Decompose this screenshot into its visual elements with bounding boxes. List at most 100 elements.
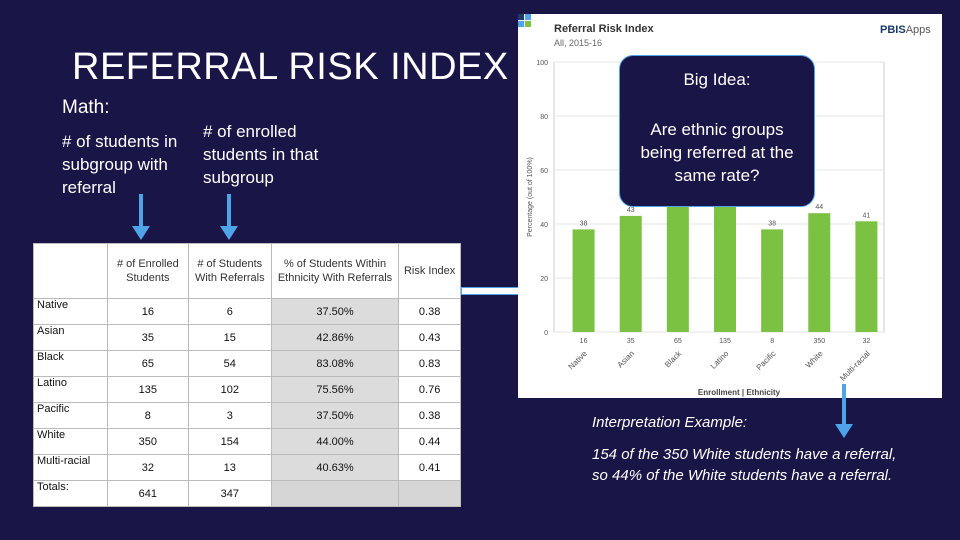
enrolled-cell: 350 — [106, 428, 189, 455]
x-enrolled-label: 35 — [627, 338, 635, 345]
x-enrolled-label: 350 — [813, 338, 825, 345]
row-label: Latino — [33, 376, 108, 403]
y-tick-label: 0 — [544, 330, 548, 337]
row-label: Native — [33, 298, 108, 325]
bar-value-label: 38 — [768, 220, 776, 227]
enrolled-cell: 35 — [106, 324, 189, 351]
table-header-referrals: # of Students With Referrals — [187, 243, 272, 299]
enrolled-cell: 32 — [106, 454, 189, 481]
table-row: Pacific 8 3 37.50% 0.38 — [33, 402, 461, 429]
x-enrolled-label: 135 — [719, 338, 731, 345]
denominator-text: # of enrolled students in that subgroup — [203, 122, 319, 187]
enrolled-cell: 65 — [106, 350, 189, 377]
referral-table: # of Enrolled Students # of Students Wit… — [33, 243, 461, 507]
referrals-cell: 102 — [187, 376, 272, 403]
row-label: Totals: — [33, 480, 108, 507]
percent-cell: 37.50% — [270, 298, 400, 325]
enrolled-cell: 641 — [106, 480, 189, 507]
table-row: Asian 35 15 42.86% 0.43 — [33, 324, 461, 351]
x-enrolled-label: 16 — [580, 338, 588, 345]
numerator-arrow — [132, 194, 150, 240]
math-label: Math: — [62, 97, 110, 118]
row-label: Asian — [33, 324, 108, 351]
y-tick-label: 20 — [540, 276, 548, 283]
enrolled-cell: 16 — [106, 298, 189, 325]
table-header-enrolled: # of Enrolled Students — [106, 243, 189, 299]
x-category-label: White — [804, 349, 825, 370]
big-idea-callout: Big Idea: Are ethnic groups being referr… — [619, 55, 815, 207]
x-enrolled-label: 32 — [863, 338, 871, 345]
table-row: Multi-racial 32 13 40.63% 0.41 — [33, 454, 461, 481]
risk-cell: 0.44 — [398, 428, 461, 455]
x-category-label: Latino — [709, 349, 731, 371]
y-tick-label: 60 — [540, 168, 548, 175]
row-label: Multi-racial — [33, 454, 108, 481]
bar — [761, 229, 784, 332]
bar-value-label: 38 — [580, 220, 588, 227]
y-tick-label: 100 — [536, 60, 548, 67]
enrolled-cell: 135 — [106, 376, 189, 403]
referrals-cell: 154 — [187, 428, 272, 455]
table-header-blank — [33, 243, 108, 299]
interpretation-heading: Interpretation Example: — [592, 414, 748, 431]
x-category-label: Pacific — [755, 349, 778, 372]
bar — [808, 213, 831, 332]
y-tick-label: 40 — [540, 222, 548, 229]
bar-value-label: 41 — [863, 212, 871, 219]
table-row: Black 65 54 83.08% 0.83 — [33, 350, 461, 377]
bar-value-label: 43 — [627, 207, 635, 214]
x-enrolled-label: 8 — [770, 338, 774, 345]
referrals-cell: 13 — [187, 454, 272, 481]
bar — [572, 229, 595, 332]
bar-value-label: 44 — [815, 204, 823, 211]
table-row: Totals: 641 347 — [33, 480, 461, 507]
pbis-logo-icon — [518, 14, 531, 27]
percent-cell: 40.63% — [270, 454, 400, 481]
referrals-cell: 6 — [187, 298, 272, 325]
interpretation-text: 154 of the 350 White students have a ref… — [592, 446, 897, 484]
denominator-arrow — [220, 194, 238, 240]
x-category-label: Black — [663, 348, 684, 369]
percent-cell: 44.00% — [270, 428, 400, 455]
referrals-cell: 54 — [187, 350, 272, 377]
x-category-label: Native — [567, 349, 590, 372]
interpretation-arrow — [835, 384, 853, 440]
risk-cell: 0.41 — [398, 454, 461, 481]
x-category-label: Asian — [616, 349, 637, 370]
percent-cell — [270, 480, 400, 507]
percent-cell: 42.86% — [270, 324, 400, 351]
referrals-cell: 15 — [187, 324, 272, 351]
row-label: Black — [33, 350, 108, 377]
table-header-risk: Risk Index — [398, 243, 461, 299]
table-row: Latino 135 102 75.56% 0.76 — [33, 376, 461, 403]
row-label: White — [33, 428, 108, 455]
table-header-percent: % of Students Within Ethnicity With Refe… — [270, 243, 400, 299]
bar — [619, 215, 642, 332]
brand-name: PBISApps — [880, 24, 931, 36]
percent-cell: 75.56% — [270, 376, 400, 403]
referrals-cell: 347 — [187, 480, 272, 507]
bar — [855, 221, 878, 332]
table-row: White 350 154 44.00% 0.44 — [33, 428, 461, 455]
table-row: Native 16 6 37.50% 0.38 — [33, 298, 461, 325]
y-tick-label: 80 — [540, 114, 548, 121]
risk-cell — [398, 480, 461, 507]
x-axis-label: Enrollment | Ethnicity — [698, 388, 781, 397]
risk-cell: 0.38 — [398, 298, 461, 325]
risk-cell: 0.76 — [398, 376, 461, 403]
risk-cell: 0.83 — [398, 350, 461, 377]
table-header-row: # of Enrolled Students # of Students Wit… — [33, 243, 461, 299]
chart-subtitle: All, 2015-16 — [554, 38, 603, 48]
numerator-text: # of students in subgroup with referral — [62, 132, 178, 197]
y-axis-label: Percentage (out of 100%) — [527, 157, 534, 237]
chart-title: Referral Risk Index — [554, 23, 654, 35]
risk-cell: 0.43 — [398, 324, 461, 351]
callout-heading: Big Idea: — [683, 70, 751, 89]
referrals-cell: 3 — [187, 402, 272, 429]
row-label: Pacific — [33, 402, 108, 429]
risk-cell: 0.38 — [398, 402, 461, 429]
x-category-label: Multi-racial — [838, 349, 872, 383]
x-enrolled-label: 65 — [674, 338, 682, 345]
slide-title: REFERRAL RISK INDEX — [72, 46, 509, 88]
callout-question: Are ethnic groups being referred at the … — [640, 120, 794, 185]
